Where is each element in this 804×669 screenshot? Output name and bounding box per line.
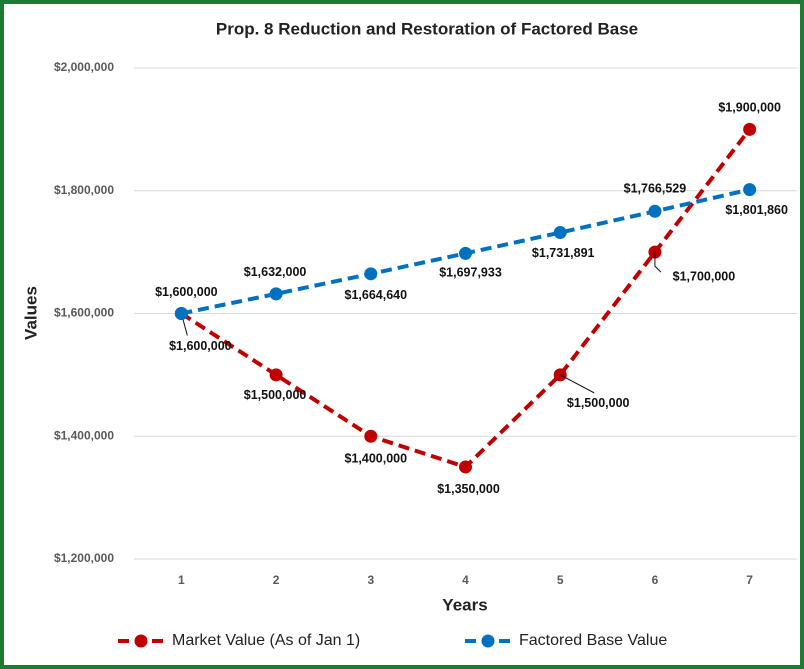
y-axis-label: Values (21, 286, 40, 340)
data-point (743, 122, 757, 136)
data-point (459, 246, 472, 260)
leader-line (654, 252, 662, 273)
data-label: $1,801,860 (725, 203, 788, 217)
data-label: $1,664,640 (345, 288, 408, 302)
data-label: $1,697,933 (439, 266, 502, 280)
y-tick-label: $1,600,000 (54, 306, 114, 320)
data-point (269, 287, 283, 301)
data-label: $1,632,000 (244, 265, 307, 279)
data-label: $1,766,529 (624, 182, 687, 196)
data-point (743, 183, 757, 197)
data-point (269, 368, 283, 382)
legend-label: Market Value (As of Jan 1) (172, 632, 360, 649)
data-point (174, 307, 188, 320)
data-label: $1,400,000 (345, 452, 408, 466)
legend-marker (134, 634, 148, 648)
data-point (459, 460, 472, 474)
data-label: $1,500,000 (567, 396, 630, 410)
data-label: $1,900,000 (718, 101, 781, 115)
data-point (364, 429, 378, 443)
x-tick-label: 7 (746, 573, 753, 587)
x-tick-label: 5 (557, 573, 564, 587)
data-label: $1,731,891 (532, 246, 595, 260)
data-label: $1,700,000 (673, 269, 736, 283)
data-label: $1,600,000 (155, 285, 218, 299)
data-point (364, 267, 378, 281)
data-point (648, 204, 662, 218)
y-tick-label: $1,400,000 (54, 428, 114, 442)
x-tick-label: 2 (273, 573, 280, 587)
x-tick-label: 4 (462, 573, 469, 587)
x-tick-label: 1 (178, 573, 185, 587)
y-tick-label: $2,000,000 (54, 60, 114, 74)
x-axis-label: Years (442, 595, 487, 614)
data-point (553, 226, 567, 240)
data-label: $1,350,000 (437, 482, 500, 496)
y-tick-label: $1,800,000 (54, 183, 114, 197)
x-tick-label: 6 (652, 573, 659, 587)
chart-title: Prop. 8 Reduction and Restoration of Fac… (216, 19, 638, 38)
y-tick-label: $1,200,000 (54, 551, 114, 565)
data-label: $1,500,000 (244, 388, 307, 402)
data-label: $1,600,000 (169, 339, 232, 353)
legend-marker (481, 634, 495, 648)
legend-label: Factored Base Value (519, 632, 667, 649)
x-tick-label: 3 (367, 573, 374, 587)
leader-line (559, 374, 595, 394)
